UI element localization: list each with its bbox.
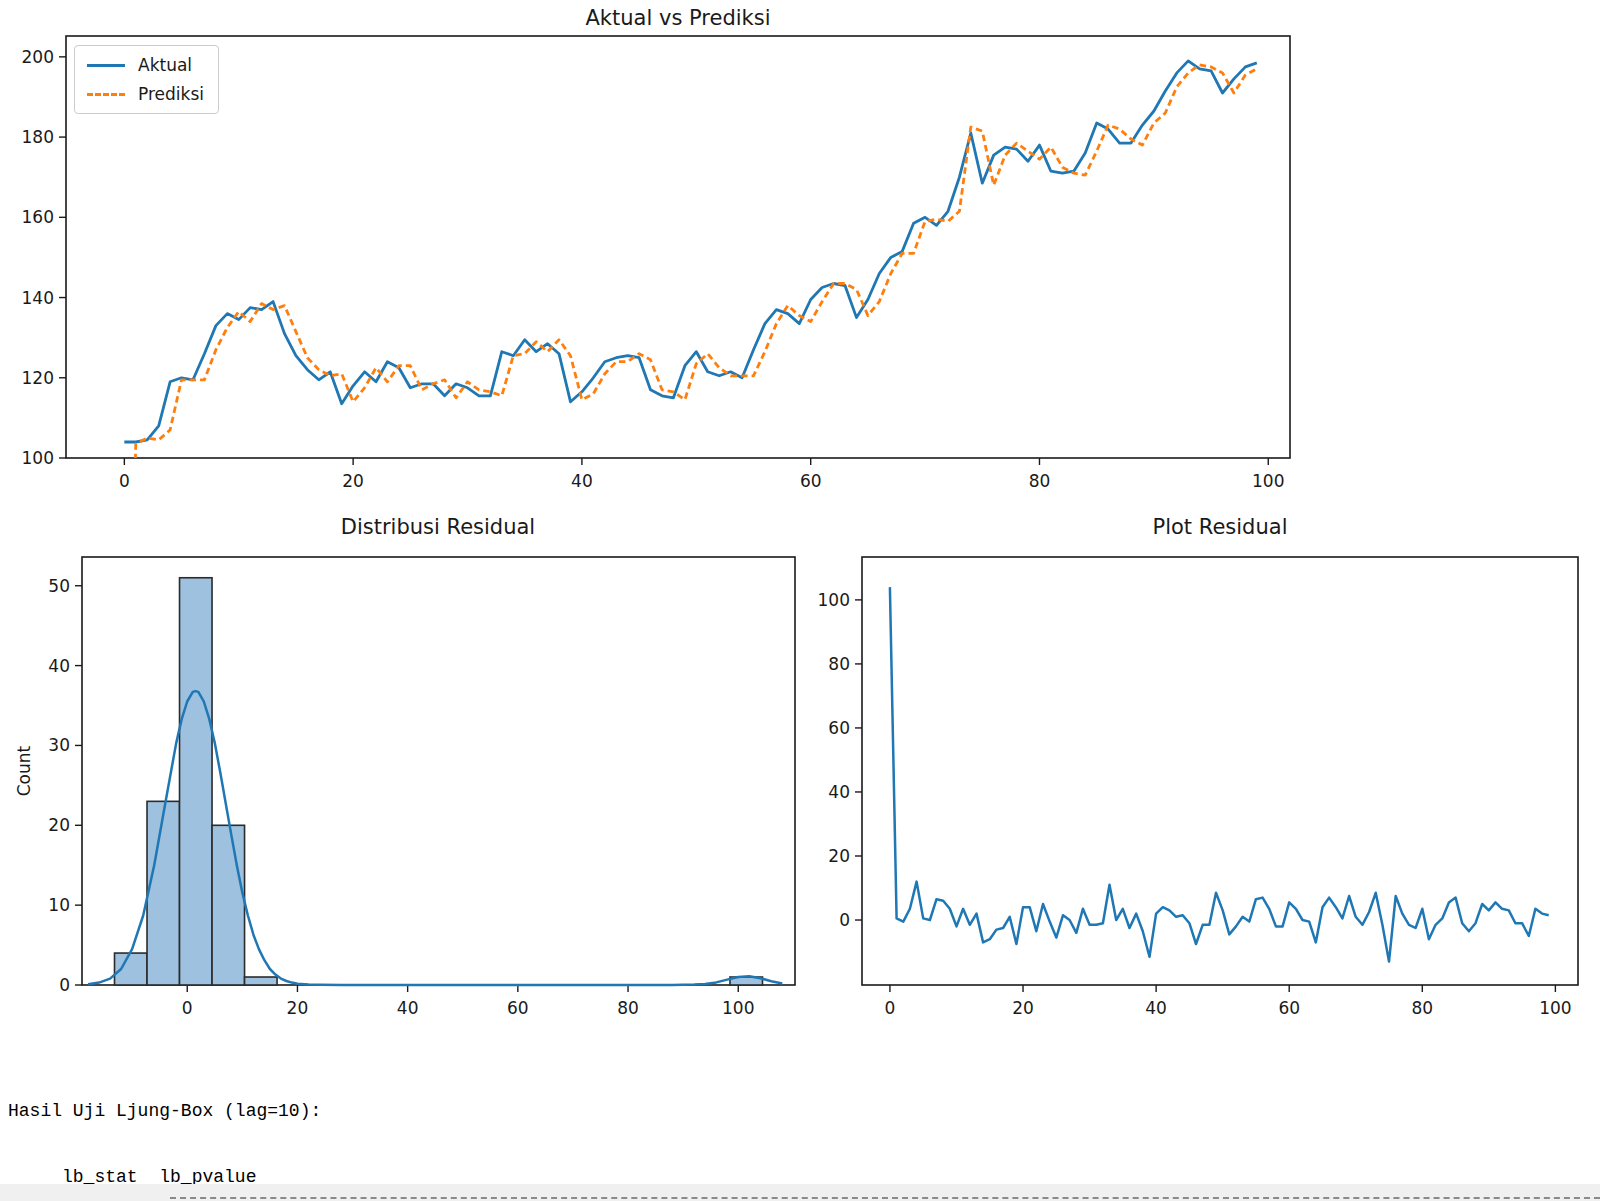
legend-label-prediksi: Prediksi bbox=[138, 84, 204, 104]
hist-chart-title: Distribusi Residual bbox=[341, 515, 535, 539]
svg-text:40: 40 bbox=[1145, 998, 1167, 1018]
prediksi-line-swatch-icon bbox=[87, 93, 125, 96]
x-tick-labels: 0 20 40 60 80 100 bbox=[885, 985, 1572, 1018]
svg-text:80: 80 bbox=[1411, 998, 1433, 1018]
legend-label-aktual: Aktual bbox=[138, 55, 192, 75]
bottom-strip bbox=[0, 1184, 1600, 1201]
top-chart-title: Aktual vs Prediksi bbox=[586, 6, 771, 30]
axes: 0 20 40 60 80 100 0 20 40 60 80 100 bbox=[818, 557, 1578, 1018]
svg-text:60: 60 bbox=[1278, 998, 1300, 1018]
legend-item-aktual: Aktual bbox=[87, 55, 204, 75]
svg-text:100: 100 bbox=[818, 590, 850, 610]
svg-text:0: 0 bbox=[839, 910, 850, 930]
svg-text:100: 100 bbox=[1539, 998, 1571, 1018]
legend: Aktual Prediksi bbox=[74, 45, 219, 114]
figure-canvas: 020406080100100120140160180200 020406080… bbox=[0, 0, 1600, 1201]
aktual-line-swatch-icon bbox=[87, 64, 125, 67]
svg-text:60: 60 bbox=[828, 718, 850, 738]
residual-chart-title: Plot Residual bbox=[1153, 515, 1288, 539]
dashed-cell-border bbox=[170, 1197, 1600, 1199]
svg-text:20: 20 bbox=[828, 846, 850, 866]
chart-plot-residual: 0 20 40 60 80 100 0 20 40 60 80 100 bbox=[0, 0, 1600, 1201]
legend-item-prediksi: Prediksi bbox=[87, 84, 204, 104]
svg-text:20: 20 bbox=[1012, 998, 1034, 1018]
residual-line bbox=[890, 587, 1549, 962]
svg-text:0: 0 bbox=[885, 998, 896, 1018]
y-tick-labels: 0 20 40 60 80 100 bbox=[818, 590, 862, 930]
svg-text:40: 40 bbox=[828, 782, 850, 802]
stats-output: Hasil Uji Ljung-Box (lag=10): lb_stat lb… bbox=[8, 1056, 321, 1201]
ljungbox-heading: Hasil Uji Ljung-Box (lag=10): bbox=[8, 1100, 321, 1122]
svg-text:80: 80 bbox=[828, 654, 850, 674]
